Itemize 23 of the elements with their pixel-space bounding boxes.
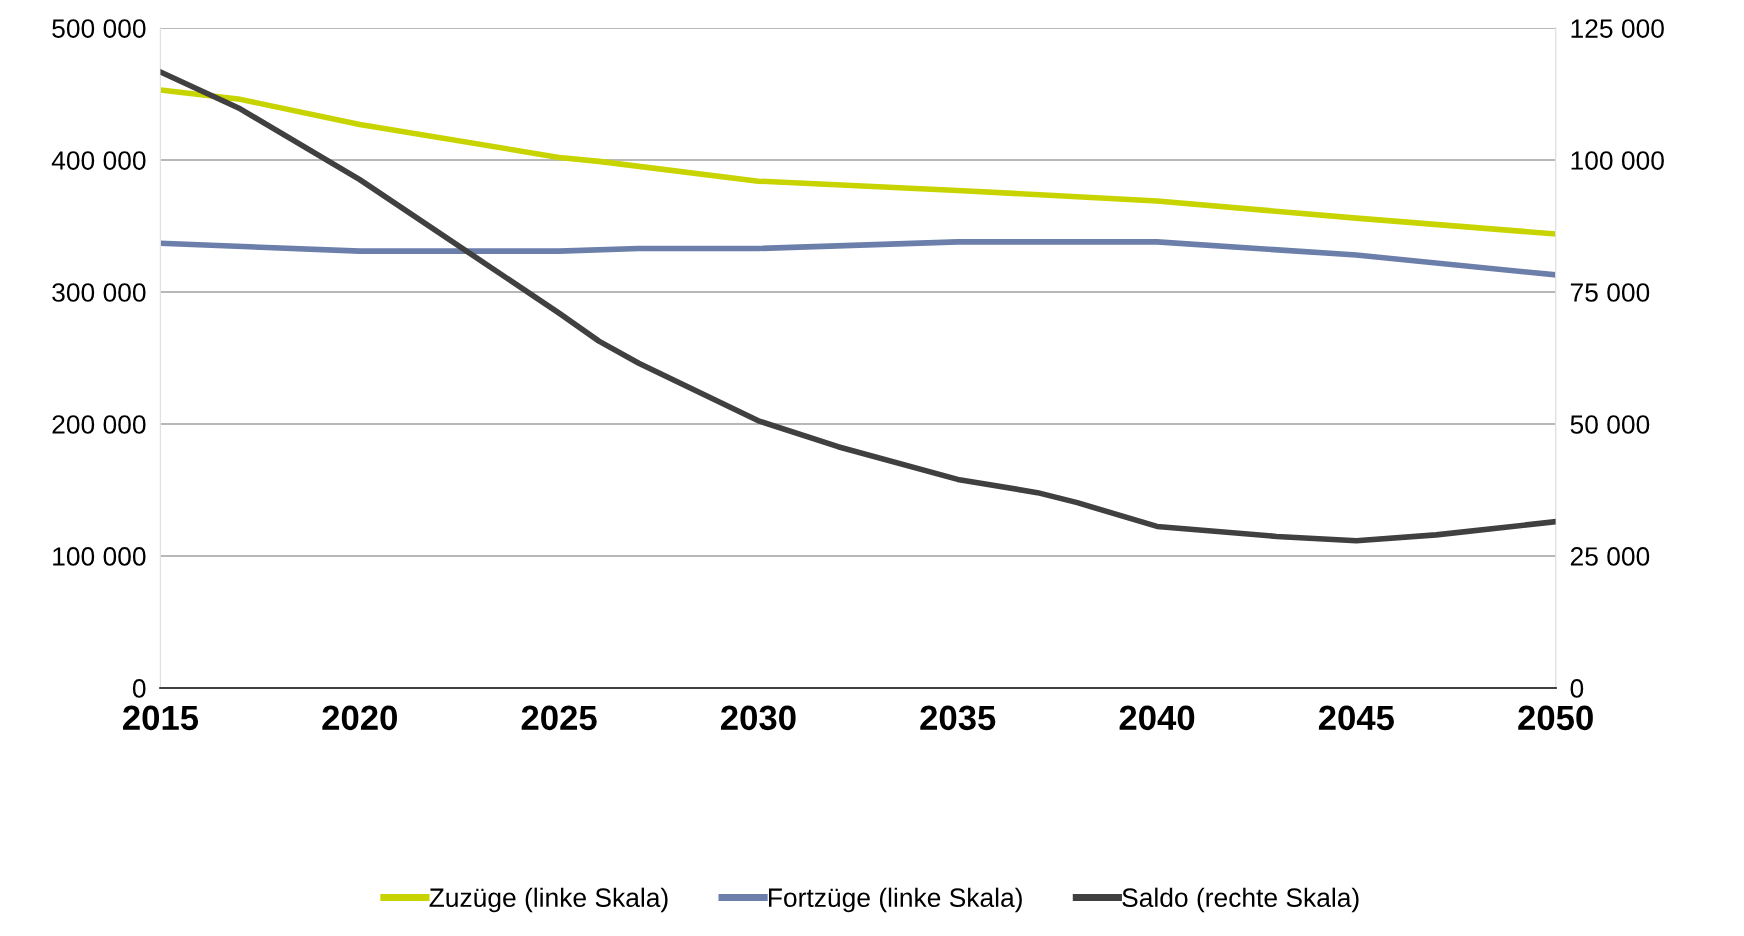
y2-tick-label: 50 000: [1570, 415, 1650, 434]
legend-label: Fortzüge (linke Skala): [769, 887, 1022, 913]
legend-label: Saldo (rechte Skala): [1122, 887, 1359, 913]
x-tick-label: 2045: [1318, 705, 1394, 731]
y-tick-label: 100 000: [53, 547, 146, 566]
y-tick-label: 0: [132, 679, 146, 698]
y2-tick-label: 25 000: [1570, 547, 1650, 566]
x-tick-label: 2035: [920, 705, 996, 731]
y-tick-label: 200 000: [52, 415, 146, 434]
y-tick-label: 400 000: [51, 151, 146, 170]
x-tick-label: 2030: [720, 705, 796, 731]
x-tick-label: 2025: [521, 705, 597, 731]
y2-tick-label: 75 000: [1570, 283, 1650, 302]
y-tick-label: 500 000: [52, 19, 146, 38]
y2-tick-label: 0: [1570, 679, 1584, 698]
x-tick-label: 2040: [1119, 705, 1195, 731]
y-tick-label: 300 000: [52, 283, 146, 302]
y2-tick-label: 100 000: [1571, 151, 1664, 170]
x-tick-label: 2050: [1518, 705, 1593, 731]
y2-tick-label: 125 000: [1571, 19, 1664, 38]
x-tick-label: 2015: [123, 705, 199, 731]
legend-label: Zuzüge (linke Skala): [429, 887, 668, 913]
x-tick-label: 2020: [322, 705, 397, 731]
